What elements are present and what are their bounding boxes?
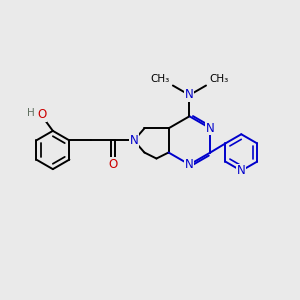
Text: CH₃: CH₃ [150, 74, 169, 84]
Text: CH₃: CH₃ [210, 74, 229, 84]
Text: N: N [237, 164, 246, 177]
Text: H: H [28, 109, 35, 118]
Text: N: N [185, 158, 194, 171]
Text: N: N [130, 134, 138, 147]
Text: O: O [108, 158, 117, 171]
Text: N: N [185, 88, 194, 101]
Text: O: O [37, 108, 46, 121]
Text: N: N [206, 122, 215, 135]
